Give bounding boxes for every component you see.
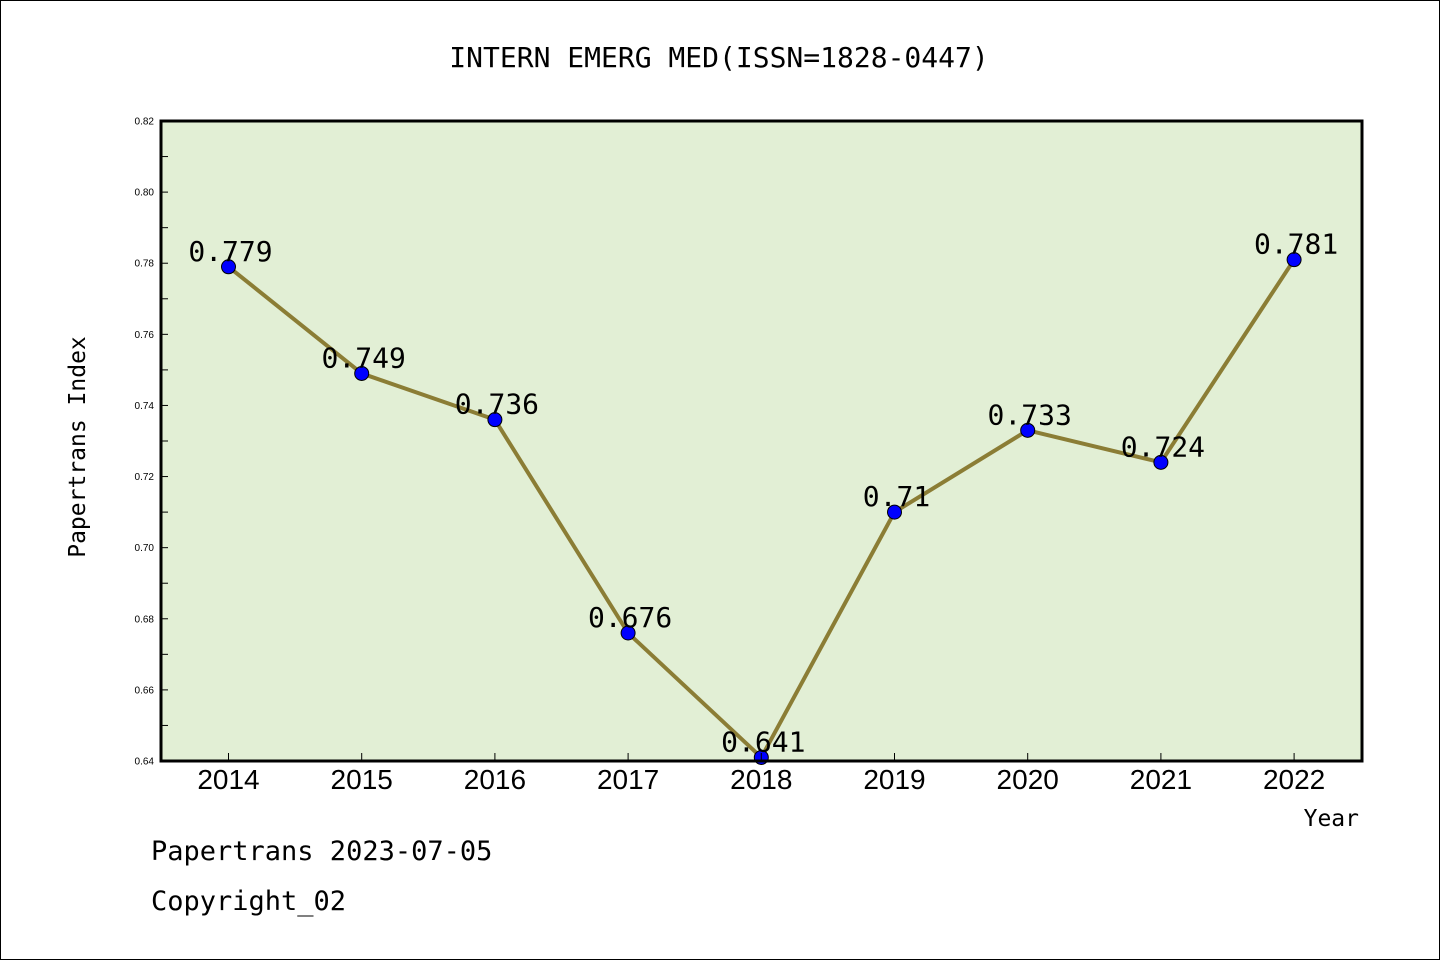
footer-copyright: Copyright_02: [151, 886, 347, 917]
x-axis-label: Year: [1304, 806, 1359, 832]
y-tick-label: 0.70: [135, 543, 155, 554]
y-tick-label: 0.78: [135, 259, 155, 270]
data-label: 0.736: [455, 388, 539, 421]
data-point: [221, 259, 236, 275]
chart-title: INTERN EMERG MED(ISSN=1828-0447): [449, 41, 988, 74]
data-label: 0.779: [188, 235, 272, 268]
x-tick-label: 2019: [863, 764, 925, 795]
x-tick-label: 2014: [197, 764, 259, 795]
data-label: 0.733: [988, 398, 1072, 431]
y-tick-label: 0.74: [135, 401, 155, 412]
data-label: 0.724: [1121, 430, 1205, 463]
y-tick-label: 0.76: [135, 330, 155, 341]
y-tick-label: 0.72: [135, 472, 155, 483]
data-point: [887, 504, 902, 520]
data-label: 0.781: [1254, 228, 1338, 261]
data-label: 0.641: [721, 725, 805, 758]
plot-area: [161, 121, 1362, 761]
data-point: [1286, 252, 1302, 268]
data-point: [1020, 422, 1036, 438]
y-tick-label: 0.82: [135, 117, 155, 128]
y-tick-label: 0.68: [135, 614, 155, 625]
data-point: [354, 365, 370, 381]
x-tick-label: 2021: [1130, 764, 1192, 795]
chart-marks: 0.779 0.749 0.736 0.676 0.641 0.71 0.733 0.724 0…: [188, 228, 1338, 765]
x-tick-label: 2022: [1263, 764, 1325, 795]
x-tick-label: 2020: [997, 764, 1059, 795]
data-point: [1153, 454, 1169, 470]
data-label: 0.71: [863, 480, 930, 513]
data-point: [487, 412, 503, 428]
y-tick-label: 0.66: [135, 685, 155, 696]
x-tick-label: 2018: [730, 764, 792, 795]
x-tick-label: 2017: [597, 764, 659, 795]
y-tick-label: 0.80: [135, 188, 155, 199]
x-tick-label: 2015: [331, 764, 393, 795]
footer-source: Papertrans 2023-07-05: [151, 836, 493, 867]
y-tick-label: 0.64: [135, 757, 155, 768]
data-label: 0.676: [588, 601, 672, 634]
y-axis-label: Papertrans Index: [65, 336, 91, 558]
x-tick-label: 2016: [464, 764, 526, 795]
data-point: [620, 625, 636, 641]
data-label: 0.749: [322, 341, 406, 374]
